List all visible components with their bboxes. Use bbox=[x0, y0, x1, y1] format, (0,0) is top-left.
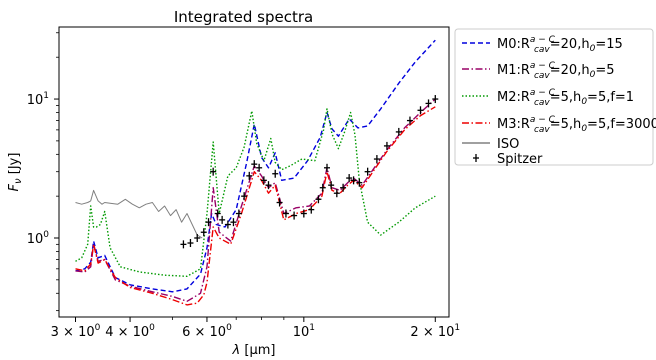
spitzer-marker bbox=[256, 163, 263, 172]
spitzer-marker bbox=[210, 167, 217, 176]
spitzer-marker bbox=[219, 215, 226, 224]
spitzer-marker bbox=[260, 176, 267, 185]
x-axis-label: λ [μm] bbox=[232, 343, 276, 358]
spitzer-marker bbox=[246, 171, 253, 180]
spitzer-marker bbox=[356, 178, 363, 187]
spitzer-marker bbox=[395, 127, 402, 136]
x-tick-label: 2 × 101 bbox=[410, 323, 460, 340]
series-line-iso bbox=[75, 189, 203, 239]
spitzer-marker bbox=[282, 209, 289, 218]
spitzer-marker bbox=[333, 189, 340, 198]
spitzer-marker bbox=[308, 205, 315, 214]
legend-label: Spitzer bbox=[497, 152, 543, 167]
spitzer-marker bbox=[350, 176, 357, 185]
x-tick-label: 6 × 100 bbox=[182, 323, 232, 340]
plot-series bbox=[75, 39, 439, 306]
spitzer-marker bbox=[200, 228, 207, 237]
spitzer-marker bbox=[214, 209, 221, 218]
spitzer-marker bbox=[235, 209, 242, 218]
plot-frame bbox=[58, 26, 450, 318]
legend-label: ISO bbox=[497, 137, 519, 152]
y-tick-label: 101 bbox=[27, 91, 49, 108]
spitzer-marker bbox=[340, 183, 347, 192]
spitzer-marker bbox=[272, 169, 279, 178]
chart-title: Integrated spectra bbox=[174, 8, 313, 26]
y-axis-label: Fν [Jy] bbox=[7, 153, 24, 192]
spitzer-marker bbox=[383, 141, 390, 150]
series-line-m1 bbox=[75, 98, 436, 302]
spitzer-marker bbox=[417, 106, 424, 115]
spitzer-marker bbox=[300, 209, 307, 218]
spitzer-marker bbox=[373, 155, 380, 164]
x-tick-label: 4 × 100 bbox=[105, 323, 155, 340]
series-line-m0 bbox=[75, 39, 436, 293]
spitzer-marker bbox=[324, 163, 331, 172]
x-axis-ticks: 3 × 100 4 × 100 6 × 100 101 2 × 101 bbox=[51, 317, 460, 340]
series-line-m2 bbox=[75, 108, 436, 277]
spitzer-marker bbox=[319, 183, 326, 192]
spitzer-marker bbox=[406, 116, 413, 125]
y-axis-ticks: 100 101 bbox=[27, 32, 59, 312]
spitzer-marker bbox=[180, 240, 187, 249]
spitzer-marker bbox=[315, 195, 322, 204]
spitzer-marker bbox=[187, 239, 194, 248]
spitzer-marker bbox=[230, 218, 237, 227]
spitzer-marker bbox=[224, 220, 231, 229]
spitzer-marker bbox=[364, 167, 371, 176]
spitzer-marker bbox=[265, 181, 272, 190]
x-tick-label: 101 bbox=[293, 323, 315, 340]
y-tick-label: 100 bbox=[27, 230, 50, 247]
legend-frame bbox=[454, 28, 654, 166]
spitzer-marker bbox=[276, 198, 283, 207]
spitzer-marker bbox=[432, 95, 439, 104]
spitzer-marker bbox=[425, 99, 432, 108]
x-tick-label: 3 × 100 bbox=[51, 323, 101, 340]
spitzer-marker bbox=[241, 192, 248, 201]
spitzer-marker bbox=[251, 160, 258, 169]
spitzer-marker bbox=[194, 233, 201, 242]
spitzer-marker bbox=[291, 211, 298, 220]
spitzer-marker bbox=[205, 218, 212, 227]
spitzer-marker bbox=[346, 174, 353, 183]
spitzer-marker bbox=[328, 181, 335, 190]
